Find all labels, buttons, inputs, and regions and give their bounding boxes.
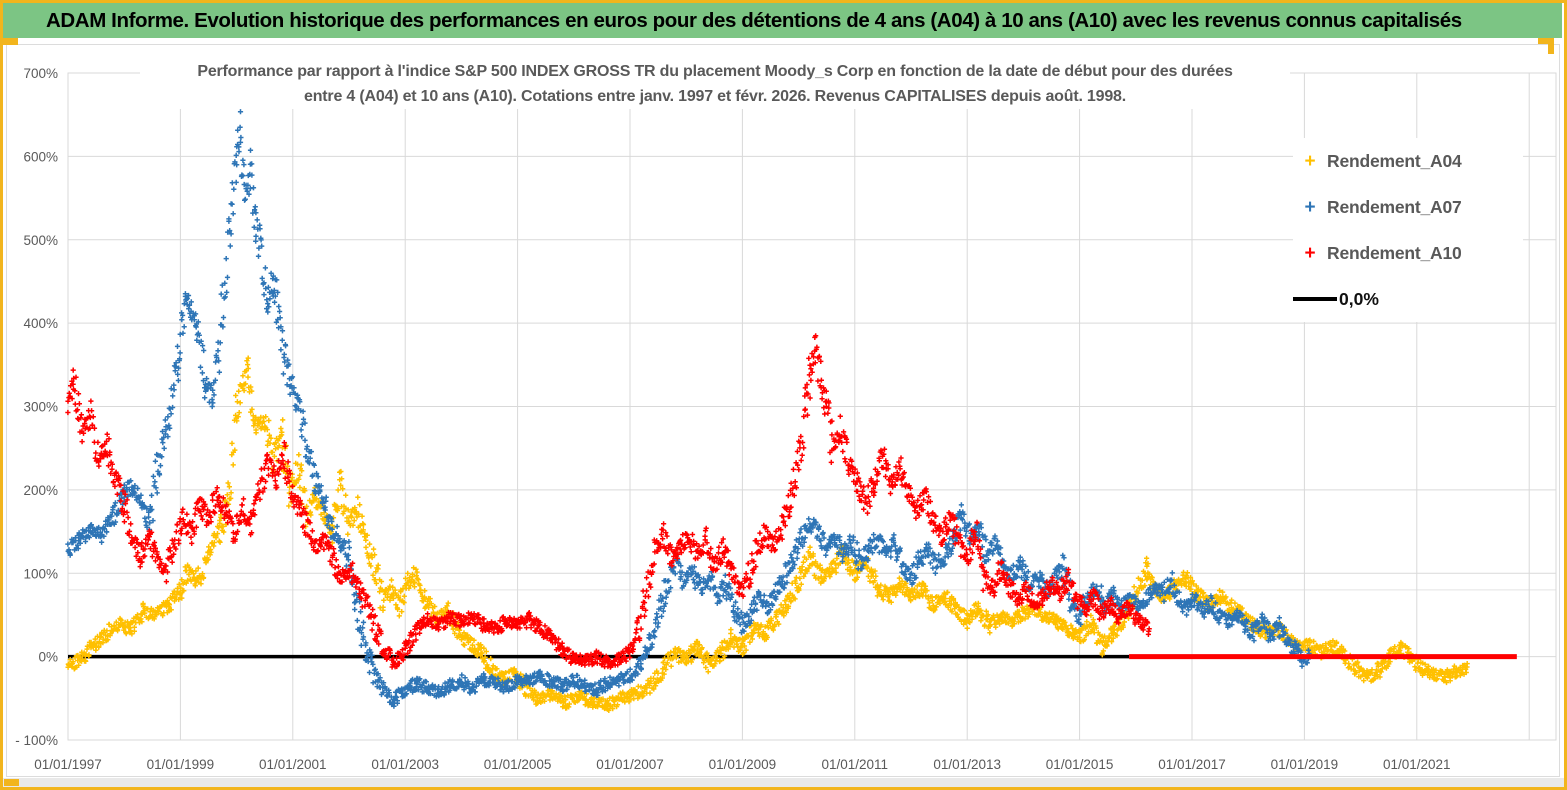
legend-label-a04: Rendement_A04 <box>1327 150 1462 171</box>
x-axis-tick-label: 01/01/2019 <box>1271 757 1339 772</box>
x-axis-tick-label: 01/01/2021 <box>1383 757 1451 772</box>
legend-label-a10: Rendement_A10 <box>1327 242 1462 263</box>
header-bar: ADAM Informe. Evolution historique des p… <box>3 3 1562 38</box>
chart-title-line1: Performance par rapport à l'indice S&P 5… <box>197 63 1233 80</box>
plus-marker-icon-red: + <box>1304 242 1316 264</box>
x-axis-tick-label: 01/01/2013 <box>933 757 1001 772</box>
y-axis-tick-label: 0% <box>38 650 58 665</box>
x-axis-tick-label: 01/01/1997 <box>34 757 102 772</box>
y-axis-tick-label: - 100% <box>15 733 58 748</box>
y-axis-tick-label: 600% <box>23 149 58 164</box>
gold-accent-right <box>1538 38 1554 54</box>
legend: + Rendement_A04 + Rendement_A07 + Rendem… <box>1293 138 1523 322</box>
zero-line-icon <box>1293 297 1337 301</box>
plus-marker-icon-blue: + <box>1304 196 1316 218</box>
gold-accent-bottom <box>4 779 19 786</box>
x-axis-tick-label: 01/01/2005 <box>484 757 552 772</box>
x-axis-tick-label: 01/01/1999 <box>147 757 215 772</box>
legend-item-a10: + Rendement_A10 <box>1293 230 1523 276</box>
series-rendement_a07 <box>65 109 1312 709</box>
x-axis-tick-label: 01/01/2007 <box>596 757 664 772</box>
y-axis-tick-label: 300% <box>23 400 58 415</box>
legend-label-zero: 0,0% <box>1339 288 1379 309</box>
legend-item-a04: + Rendement_A04 <box>1293 138 1523 184</box>
legend-item-zero: 0,0% <box>1293 276 1523 322</box>
legend-item-a07: + Rendement_A07 <box>1293 184 1523 230</box>
y-axis-tick-label: 500% <box>23 233 58 248</box>
series-rendement_a10 <box>65 333 1152 670</box>
y-axis-tick-label: 200% <box>23 483 58 498</box>
bottom-strip <box>3 778 1564 787</box>
plus-marker-icon-gold: + <box>1304 150 1316 172</box>
y-axis-tick-label: 700% <box>23 66 58 81</box>
y-axis-tick-label: 100% <box>23 566 58 581</box>
page-title: ADAM Informe. Evolution historique des p… <box>46 8 1462 32</box>
chart-title: Performance par rapport à l'indice S&P 5… <box>140 59 1290 109</box>
gold-accent-left <box>3 38 18 45</box>
x-axis-tick-label: 01/01/2017 <box>1158 757 1226 772</box>
x-axis-tick-label: 01/01/2011 <box>822 757 889 772</box>
y-axis-tick-label: 400% <box>23 316 58 331</box>
x-axis-tick-label: 01/01/2009 <box>709 757 777 772</box>
x-axis-tick-label: 01/01/2003 <box>371 757 439 772</box>
chart-title-line2: entre 4 (A04) et 10 ans (A10). Cotations… <box>304 88 1126 105</box>
legend-label-a07: Rendement_A07 <box>1327 196 1462 217</box>
x-axis-tick-label: 01/01/2001 <box>259 757 327 772</box>
series-rendement_a04 <box>65 355 1470 713</box>
x-axis-tick-label: 01/01/2015 <box>1046 757 1114 772</box>
